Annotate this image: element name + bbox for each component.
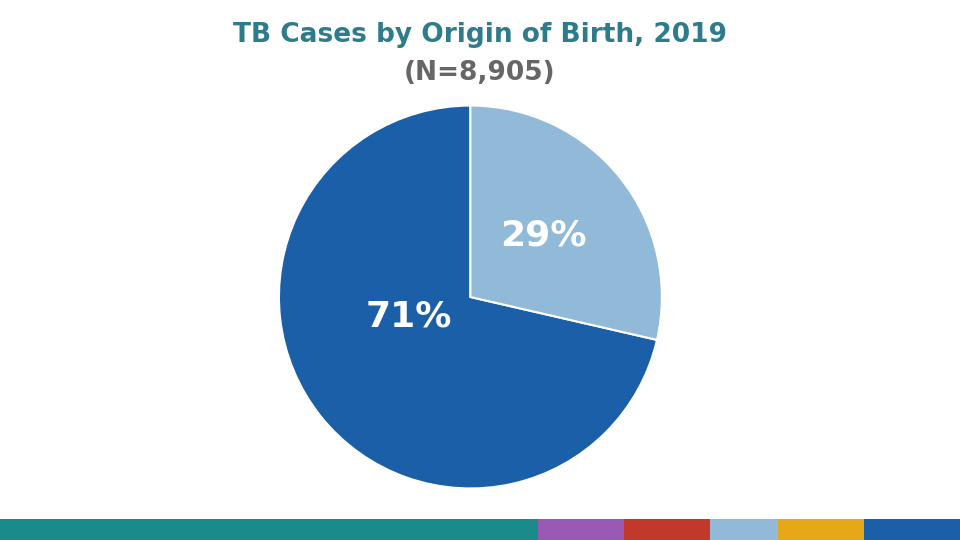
Text: 29%: 29%: [500, 219, 587, 253]
FancyBboxPatch shape: [778, 519, 864, 540]
FancyBboxPatch shape: [710, 519, 778, 540]
Text: 71%: 71%: [366, 299, 452, 333]
Text: TB Cases by Origin of Birth, 2019: TB Cases by Origin of Birth, 2019: [233, 22, 727, 48]
Text: Non-U.S.–born: Non-U.S.–born: [55, 157, 200, 175]
Text: (N=8,905): (N=8,905): [404, 60, 556, 86]
Text: (Rate: 14.2 per 100,000): (Rate: 14.2 per 100,000): [24, 193, 230, 211]
FancyBboxPatch shape: [864, 519, 960, 540]
Wedge shape: [279, 105, 657, 489]
FancyBboxPatch shape: [624, 519, 710, 540]
Text: (Rate: 0.9 per 100,000): (Rate: 0.9 per 100,000): [711, 195, 906, 213]
Wedge shape: [470, 105, 661, 340]
FancyBboxPatch shape: [0, 519, 538, 540]
Text: U.S.-born: U.S.-born: [761, 160, 856, 178]
FancyBboxPatch shape: [538, 519, 624, 540]
